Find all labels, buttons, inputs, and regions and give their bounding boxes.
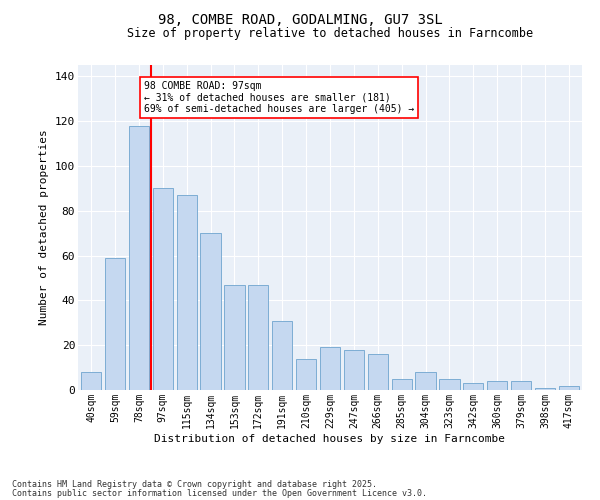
Bar (224, 284, 245, 390)
Bar (392, 379, 412, 390)
Text: 98 COMBE ROAD: 97sqm
← 31% of detached houses are smaller (181)
69% of semi-deta: 98 COMBE ROAD: 97sqm ← 31% of detached h… (143, 80, 414, 114)
Bar (129, 126, 149, 390)
Bar (200, 233, 221, 390)
Bar (248, 284, 268, 390)
Text: 98, COMBE ROAD, GODALMING, GU7 3SL: 98, COMBE ROAD, GODALMING, GU7 3SL (158, 12, 442, 26)
Bar (105, 258, 125, 390)
Text: Contains HM Land Registry data © Crown copyright and database right 2025.: Contains HM Land Registry data © Crown c… (12, 480, 377, 489)
Bar (320, 348, 340, 390)
Bar (176, 195, 197, 390)
Bar (344, 350, 364, 390)
Bar (81, 372, 101, 390)
Bar (439, 379, 460, 390)
Bar (296, 358, 316, 390)
Text: Contains public sector information licensed under the Open Government Licence v3: Contains public sector information licen… (12, 488, 427, 498)
X-axis label: Distribution of detached houses by size in Farncombe: Distribution of detached houses by size … (155, 434, 505, 444)
Bar (368, 354, 388, 390)
Bar (463, 384, 484, 390)
Bar (152, 188, 173, 390)
Title: Size of property relative to detached houses in Farncombe: Size of property relative to detached ho… (127, 27, 533, 40)
Y-axis label: Number of detached properties: Number of detached properties (40, 130, 49, 326)
Bar (487, 381, 508, 390)
Bar (511, 381, 531, 390)
Bar (415, 372, 436, 390)
Bar (272, 320, 292, 390)
Bar (559, 386, 579, 390)
Bar (535, 388, 555, 390)
